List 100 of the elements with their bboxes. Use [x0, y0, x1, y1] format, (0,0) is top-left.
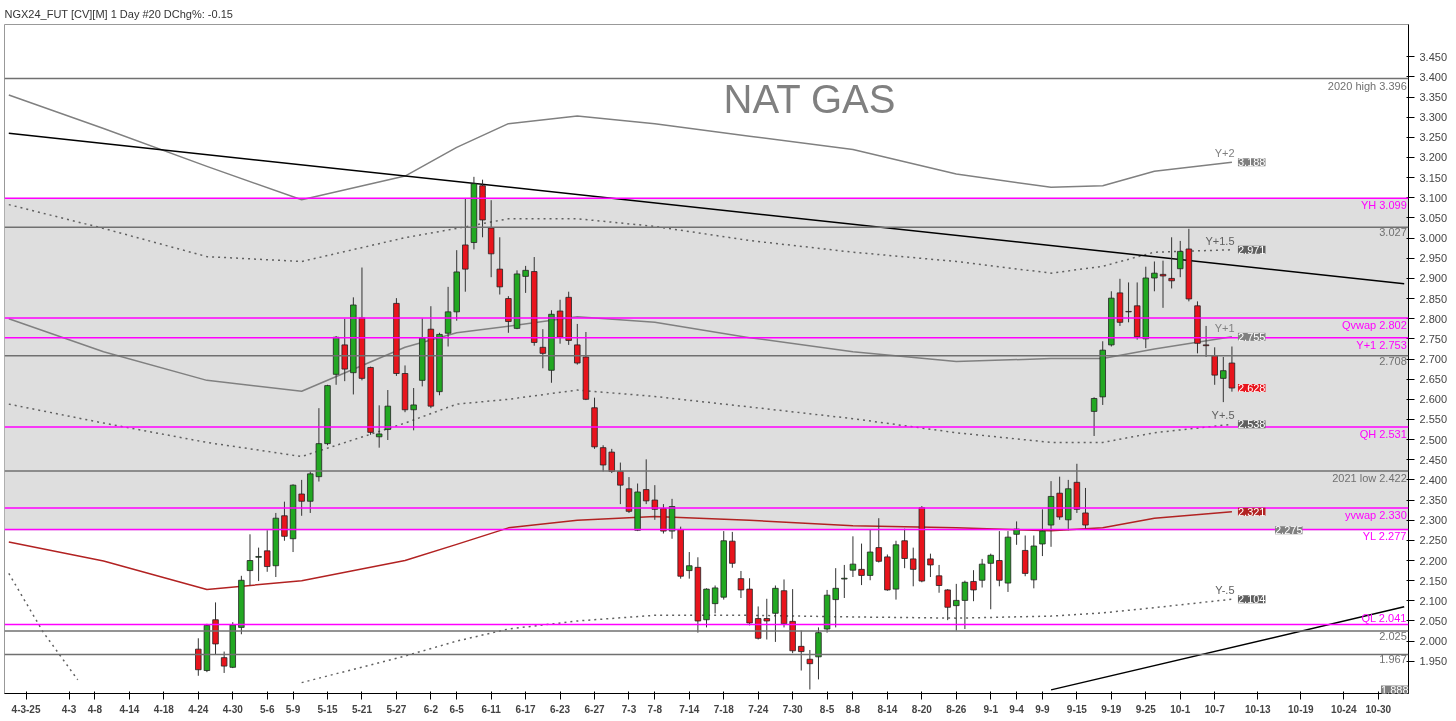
x-tick-label: 7-18 — [713, 703, 735, 715]
candlestick — [729, 531, 736, 569]
x-tick-label: 5-15 — [317, 703, 338, 715]
x-tick-label: 10-24 — [1331, 703, 1358, 715]
y-tick-label: 3.100 — [1419, 191, 1448, 204]
candlestick — [1039, 508, 1046, 557]
annotation: 1.888 — [1380, 683, 1409, 696]
y-tick-label: 2.750 — [1419, 332, 1448, 345]
y-tick-label: 2.150 — [1419, 574, 1448, 587]
ref-line-label: QH 2.531 — [1359, 428, 1407, 441]
x-tick-label: 6-23 — [550, 703, 571, 715]
x-tick-label: 6-17 — [515, 703, 537, 715]
candlestick — [737, 570, 745, 599]
x-tick-label: 6-11 — [481, 703, 502, 715]
x-tick-label: 5-6 — [259, 703, 275, 715]
candlestick — [970, 569, 977, 602]
ref-line-label: 2020 high 3.396 — [1327, 79, 1407, 92]
y-tick-label: 3.450 — [1419, 50, 1448, 63]
x-tick-label: 6-27 — [584, 703, 605, 715]
candlestick — [522, 265, 529, 294]
candlestick — [1211, 346, 1218, 386]
candlestick — [1125, 281, 1132, 323]
ref-line-label: YH 3.099 — [1360, 199, 1407, 212]
x-tick-label: 8-14 — [877, 703, 898, 715]
y-tick-label: 2.600 — [1419, 393, 1448, 406]
x-tick-label: 4-3-25 — [11, 703, 41, 715]
x-tick-label: 10-1 — [1170, 703, 1191, 715]
x-tick-label: 6-2 — [423, 703, 439, 715]
candlestick — [1151, 260, 1158, 292]
x-tick-label: 8-5 — [819, 703, 835, 715]
data-label: 2.104 — [1237, 593, 1266, 606]
x-tick-label: 9-25 — [1135, 703, 1157, 715]
x-tick-label: 10-30 — [1365, 703, 1392, 715]
candlestick — [384, 389, 391, 441]
x-tick-label: 7-8 — [647, 703, 663, 715]
candlestick — [1202, 325, 1210, 358]
y-tick-label: 3.300 — [1419, 111, 1448, 124]
text: NAT GAS — [723, 76, 896, 121]
candlestick — [1159, 260, 1167, 309]
candlestick — [660, 503, 667, 534]
ref-line-label: 2021 low 2.422 — [1332, 472, 1407, 485]
candlestick — [849, 535, 857, 578]
line-series — [8, 203, 1233, 274]
candlestick — [539, 328, 547, 369]
data-label: 2.321 — [1237, 505, 1266, 518]
candlestick — [281, 501, 288, 542]
candlestick — [444, 286, 452, 348]
candlestick — [496, 236, 503, 296]
ref-line-label: YL 2.277 — [1362, 530, 1407, 543]
series-label: Y+2 — [1214, 147, 1235, 160]
x-tick-label: 10-19 — [1288, 703, 1315, 715]
y-tick-label: 2.450 — [1419, 453, 1448, 466]
y-tick-label: 3.200 — [1419, 151, 1448, 164]
candlestick — [1090, 396, 1098, 437]
x-tick-label: 7-14 — [679, 703, 700, 715]
data-label: 2.755 — [1237, 330, 1266, 343]
candlestick — [927, 553, 934, 578]
candlestick — [617, 462, 624, 505]
series-label: Y-.5 — [1215, 584, 1235, 597]
line-series — [8, 315, 1233, 392]
candlestick — [901, 528, 908, 569]
band-label: 2.275 — [1274, 524, 1303, 537]
candlestick — [996, 530, 1003, 587]
y-tick-label: 1.950 — [1419, 655, 1448, 668]
x-tick-label: 4-3 — [61, 703, 77, 715]
y-tick-label: 3.050 — [1419, 211, 1448, 224]
x-tick-label: 4-24 — [188, 703, 209, 715]
x-tick-label: 5-21 — [351, 703, 373, 715]
ref-line-label: 1.967 — [1379, 653, 1407, 666]
x-tick-label: 8-20 — [911, 703, 933, 715]
y-tick-label: 2.850 — [1419, 292, 1448, 305]
x-tick-label: 7-3 — [621, 703, 637, 715]
x-tick-label: 9-4 — [1009, 703, 1025, 715]
y-tick-label: 2.100 — [1419, 594, 1448, 607]
y-tick-label: 3.400 — [1419, 70, 1448, 83]
candlestick — [255, 547, 262, 582]
y-tick-label: 2.350 — [1419, 494, 1448, 507]
x-tick-label: 9-19 — [1101, 703, 1122, 715]
candlestick — [944, 588, 951, 621]
ref-line-label: 2.708 — [1379, 354, 1407, 367]
y-tick-label: 2.300 — [1419, 514, 1448, 527]
y-tick-label: 2.250 — [1419, 534, 1448, 547]
candlestick — [410, 387, 417, 431]
y-tick-label: 2.650 — [1419, 373, 1448, 386]
x-tick-label: 9-9 — [1035, 703, 1051, 715]
y-tick-label: 2.000 — [1419, 635, 1448, 648]
x-tick-label: 5-9 — [285, 703, 301, 715]
y-tick-label: 2.800 — [1419, 312, 1448, 325]
line-series — [300, 598, 1233, 684]
x-tick-label: 7-30 — [782, 703, 804, 715]
x-tick-label: 7-24 — [748, 703, 769, 715]
x-tick-label: 8-8 — [845, 703, 861, 715]
candlestick — [505, 295, 512, 334]
x-tick-label: 6-5 — [449, 703, 465, 715]
y-tick-label: 2.900 — [1419, 272, 1448, 285]
ref-line-label: yvwap 2.330 — [1345, 509, 1407, 522]
candlestick — [1013, 520, 1020, 546]
y-tick-label: 3.000 — [1419, 232, 1448, 245]
candlestick — [375, 404, 383, 449]
series-label: Y+1.5 — [1205, 234, 1235, 247]
